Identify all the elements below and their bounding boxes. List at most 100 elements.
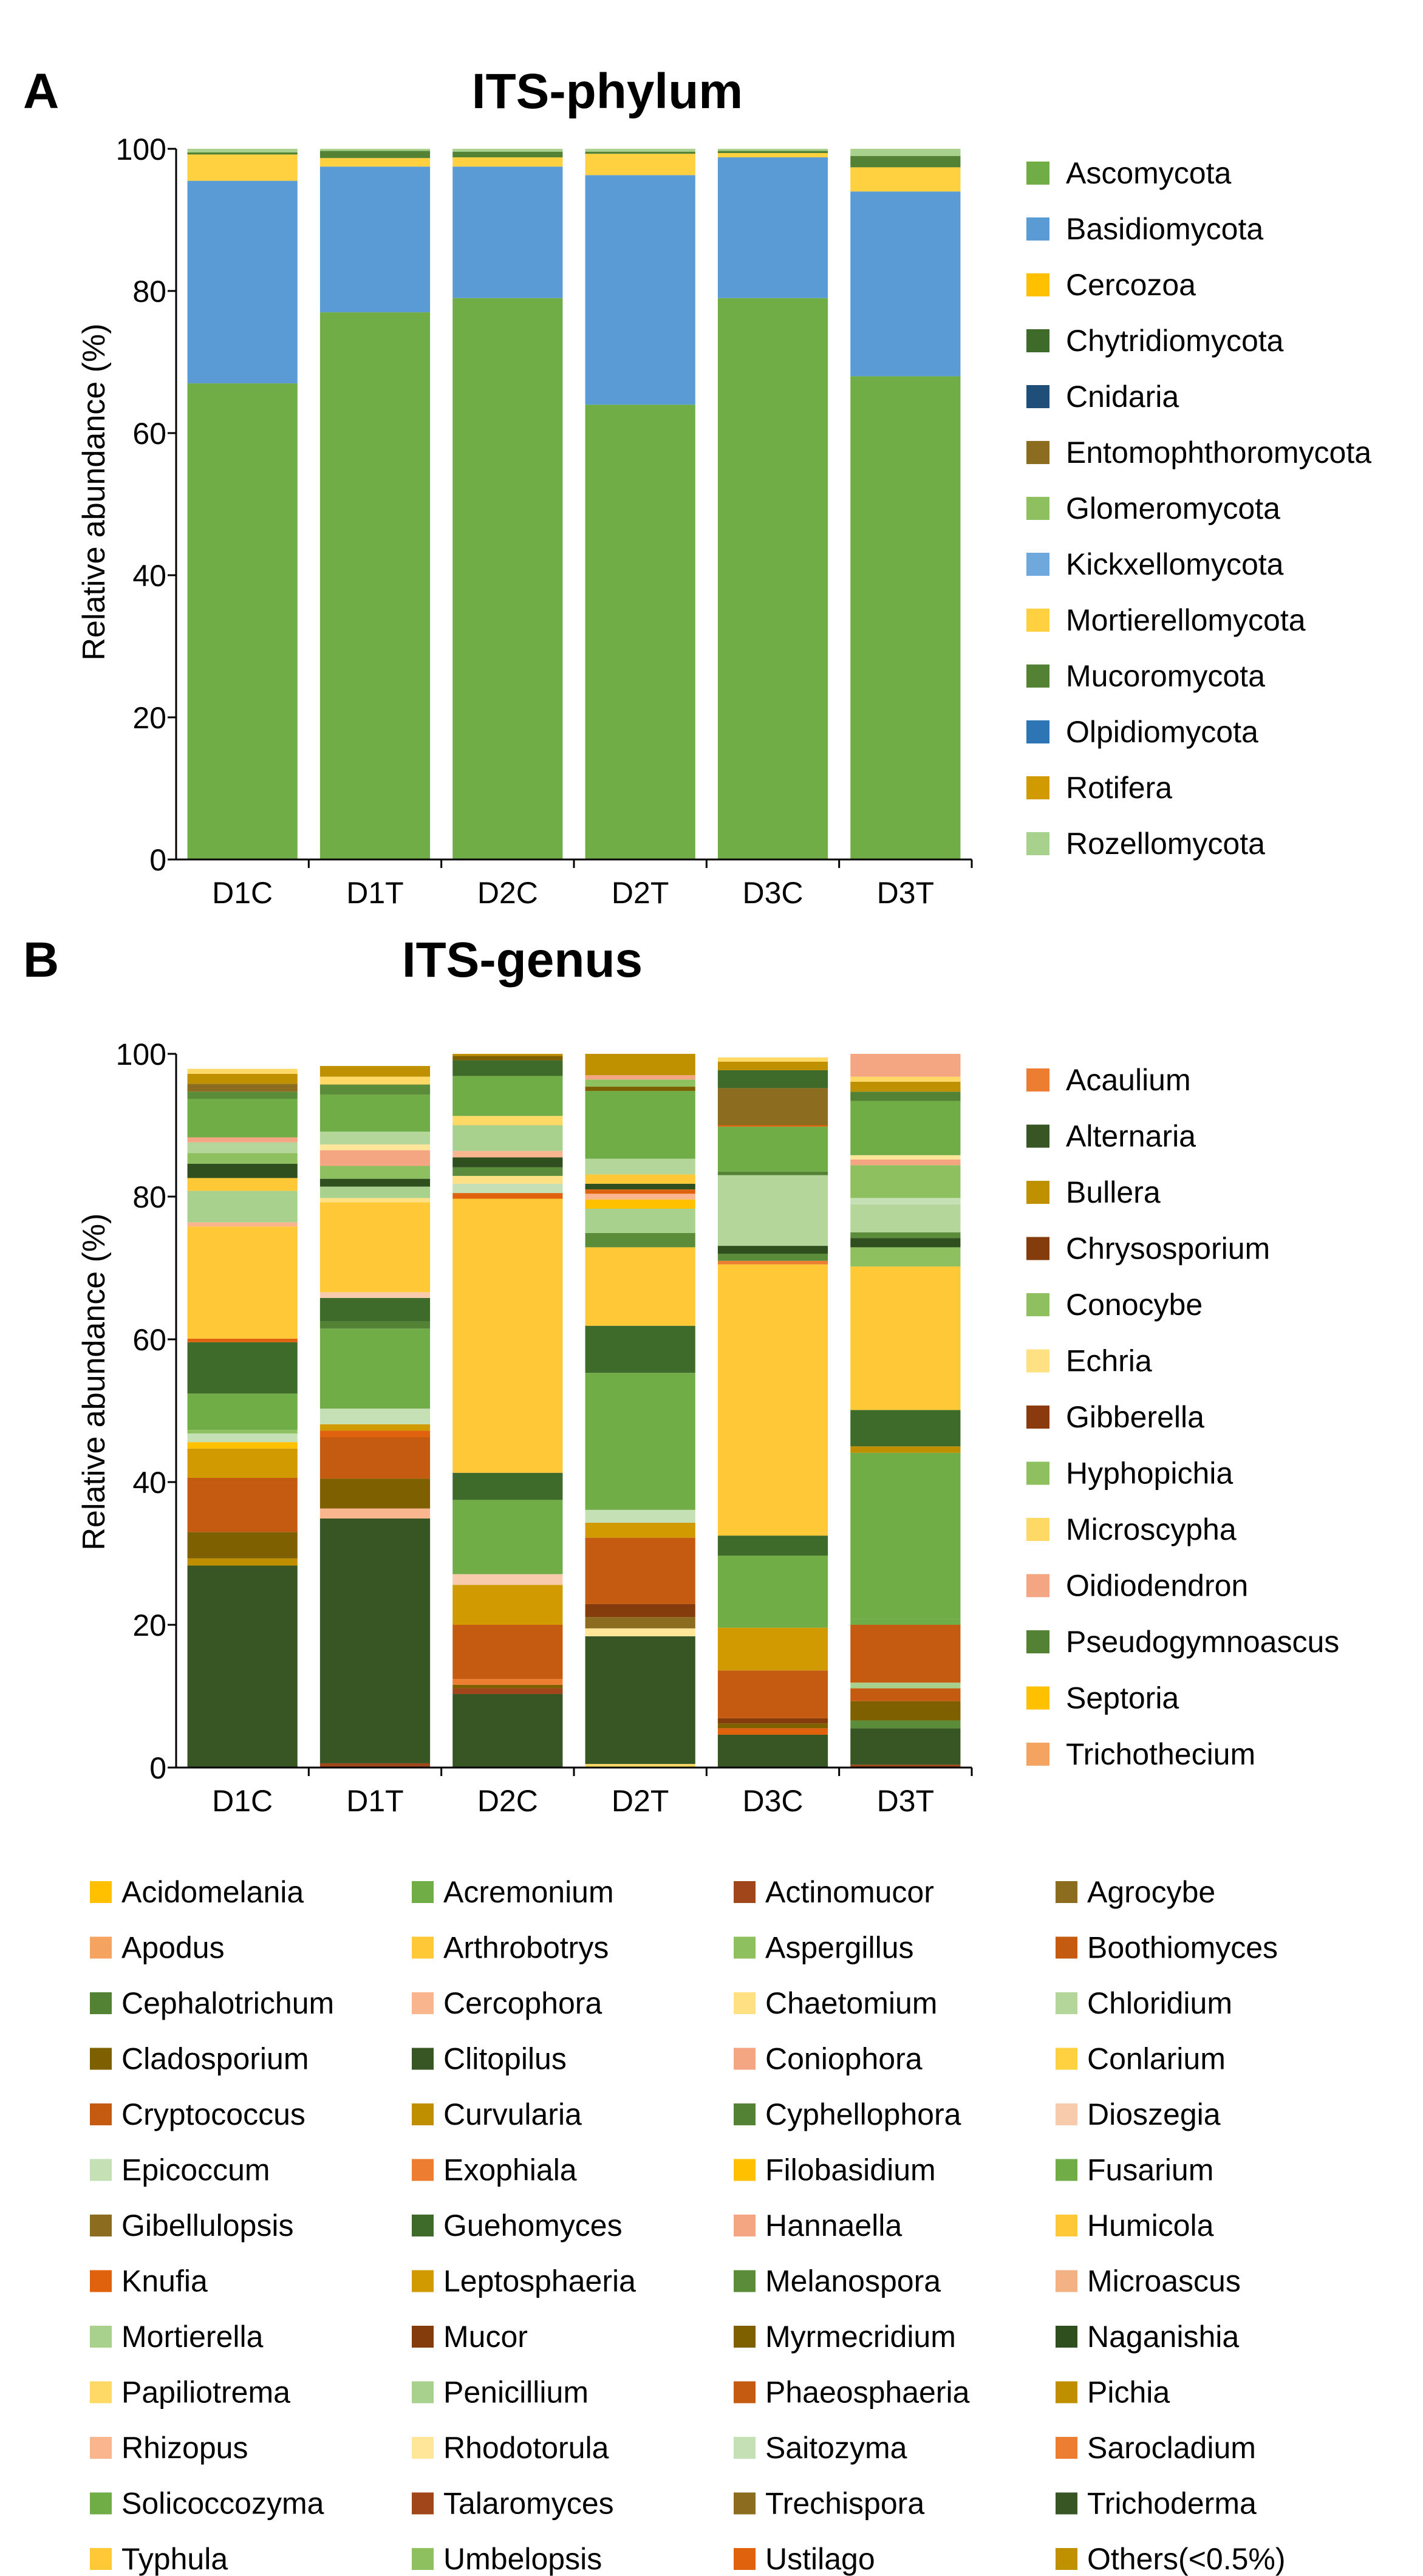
panel-a-phylum-chart: A ITS-phylum Relative abundance (%) 0 20 4… <box>23 64 1371 910</box>
bottom-legend-swatch-leptosphaeria <box>412 2270 434 2292</box>
bottom-legend-swatch-others-0-5 <box>1056 2548 1077 2570</box>
bar-segment-d3t-solicoccozyma <box>850 1619 961 1625</box>
bottom-legend-swatch-typhula <box>90 2548 112 2570</box>
panel-b-genus-chart: B ITS-genus Relative abundance (%) 0 20 40… <box>23 932 1339 2576</box>
bar-segment-d2t-rhodotorula <box>585 1628 695 1636</box>
bar-segment-d2t-knufia <box>585 1189 695 1194</box>
bar-segment-d2t-epicoccum <box>585 1509 695 1523</box>
legend-label-glomeromycota: Glomeromycota <box>1066 491 1280 525</box>
legend-label-chytridiomycota: Chytridiomycota <box>1066 324 1284 358</box>
bottom-legend-label-ustilago: Ustilago <box>765 2542 875 2576</box>
x-tick-label-d3t: D3T <box>877 876 934 910</box>
panel-a-letter: A <box>23 64 59 119</box>
bar-segment-d2c-guehomyces <box>452 1472 563 1500</box>
bar-segment-d2c-dioszegia <box>452 1574 563 1585</box>
y-tick-label: 0 <box>149 843 166 877</box>
bottom-legend-label-cercophora: Cercophora <box>443 1986 602 2020</box>
bar-segment-d2t-guehomyces <box>585 1325 695 1373</box>
bar-segment-d3t-cladosporium <box>850 1701 961 1721</box>
bar-segment-d1t-ascomycota <box>319 312 431 859</box>
bar-segment-d2t-naganishia <box>585 1183 695 1190</box>
bottom-legend-label-coniophora: Coniophora <box>765 2042 923 2076</box>
legend-swatch-echria <box>1026 1349 1049 1373</box>
legend-swatch-mucoromycota <box>1026 664 1049 688</box>
bar-segment-d2c-cercophora <box>452 1150 563 1158</box>
bar-segment-d1t-acremonium <box>319 1328 431 1409</box>
bar-segment-d2t-ascomycota <box>585 405 695 859</box>
bar-segment-d2t-penicillium <box>585 1208 695 1233</box>
bottom-legend-label-mortierella: Mortierella <box>121 2320 264 2354</box>
bar-segment-d1c-penicillium <box>187 1191 298 1223</box>
bar-segment-d1c-boothiomyces <box>187 1477 298 1532</box>
bottom-legend-swatch-clitopilus <box>412 2048 434 2070</box>
legend-label-rotifera: Rotifera <box>1066 771 1172 805</box>
bar-segment-d1c-acremonium <box>187 1393 298 1430</box>
bottom-legend-swatch-naganishia <box>1056 2326 1077 2348</box>
bar-segment-d2t-hannaella <box>585 1075 695 1080</box>
legend-label-bullera: Bullera <box>1066 1175 1161 1209</box>
bar-segment-d2c-rozellomycota <box>452 149 563 152</box>
bar-segment-d1t-mortierellomycota <box>319 158 431 167</box>
bar-segment-d2c-talaromyces <box>452 1688 563 1694</box>
bar-segment-d3c-humicola <box>717 1533 828 1536</box>
y-tick-label: 80 <box>132 1180 166 1214</box>
bar-segment-d2c-others-0-5 <box>452 1054 563 1056</box>
bar-segment-d3c-mucoromycota <box>717 151 828 154</box>
bottom-legend-label-curvularia: Curvularia <box>443 2097 582 2131</box>
bar-segment-d1t-leptosphaeria <box>319 1424 431 1431</box>
bottom-legend-swatch-cryptococcus <box>90 2103 112 2125</box>
x-tick-label-d1c: D1C <box>212 876 273 910</box>
bar-segment-d1c-melanospora <box>187 1092 298 1099</box>
bar-segment-d2c-arthrobotrys <box>452 1198 563 1473</box>
bar-segment-d3t-rhodotorula <box>850 1155 961 1160</box>
bar-segment-d1t-hannaella <box>319 1150 431 1166</box>
legend-swatch-microscypha <box>1026 1518 1049 1541</box>
bar-segment-d3c-cladosporium <box>717 1723 828 1729</box>
bottom-legend-swatch-filobasidium <box>734 2159 756 2181</box>
bar-segment-d3t-arthrobotrys <box>850 1266 961 1410</box>
panel-b-letter: B <box>23 932 59 988</box>
bar-segment-d3t-rozellomycota <box>850 149 961 156</box>
bottom-legend-swatch-coniophora <box>734 2048 756 2070</box>
bar-segment-d3t-basidiomycota <box>850 191 961 377</box>
bottom-legend-swatch-fusarium <box>1056 2159 1077 2181</box>
bar-segment-d3c-boothiomyces <box>717 1670 828 1718</box>
legend-label-acaulium: Acaulium <box>1066 1063 1191 1097</box>
bar-segment-d1c-mucoromycota <box>187 152 298 155</box>
x-tick-label-d2c: D2C <box>477 1784 538 1818</box>
bar-segment-d2t-trichoderma <box>585 1636 695 1765</box>
bottom-legend-swatch-apodus <box>90 1936 112 1959</box>
bottom-legend-label-umbelopsis: Umbelopsis <box>443 2542 602 2576</box>
bottom-legend-label-boothiomyces: Boothiomyces <box>1087 1931 1278 1965</box>
bottom-legend-label-dioszegia: Dioszegia <box>1087 2097 1221 2131</box>
legend-swatch-conocybe <box>1026 1293 1049 1316</box>
bar-segment-d3c-naganishia <box>717 1246 828 1254</box>
bar-segment-d2t-cercophora <box>585 1194 695 1200</box>
bar-segment-d3t-boothiomyces <box>850 1625 961 1683</box>
bar-segment-d1c-cladosporium <box>187 1532 298 1559</box>
bar-segment-d3t-phaeosphaeria <box>850 1688 961 1701</box>
bar-segment-d2t-melanospora <box>585 1232 695 1248</box>
bottom-legend-label-others-0-5: Others(<0.5%) <box>1087 2542 1286 2576</box>
bottom-legend-label-saitozyma: Saitozyma <box>765 2431 907 2465</box>
bottom-legend-label-agrocybe: Agrocybe <box>1087 1875 1215 1909</box>
bar-segment-d2c-cladosporium <box>452 1056 563 1061</box>
panel-a-y-axis-label: Relative abundance (%) <box>77 324 112 661</box>
bar-segment-d1c-ascomycota <box>187 383 298 859</box>
bar-segment-d3c-mucor <box>717 1718 828 1724</box>
bar-segment-d3t-penicillium <box>850 1683 961 1689</box>
bottom-legend-swatch-chloridium <box>1056 1992 1077 2014</box>
bottom-legend-swatch-chaetomium <box>734 1992 756 2014</box>
bar-segment-d3t-naganishia <box>850 1238 961 1248</box>
bottom-legend-label-trichoderma: Trichoderma <box>1087 2487 1257 2521</box>
bottom-legend-swatch-cephalotrichum <box>90 1992 112 2014</box>
bar-segment-d1c-curvularia <box>187 1558 298 1566</box>
bottom-legend-swatch-phaeosphaeria <box>734 2381 756 2403</box>
bottom-legend-swatch-melanospora <box>734 2270 756 2292</box>
bar-segment-d3t-papiliotrema <box>850 1076 961 1082</box>
x-tick-label-d1t: D1T <box>346 1784 403 1818</box>
bar-segment-d3t-ascomycota <box>850 376 961 859</box>
x-tick-label-d3t: D3T <box>877 1784 934 1818</box>
y-tick-label: 60 <box>132 417 166 451</box>
bottom-legend-swatch-dioszegia <box>1056 2103 1077 2125</box>
